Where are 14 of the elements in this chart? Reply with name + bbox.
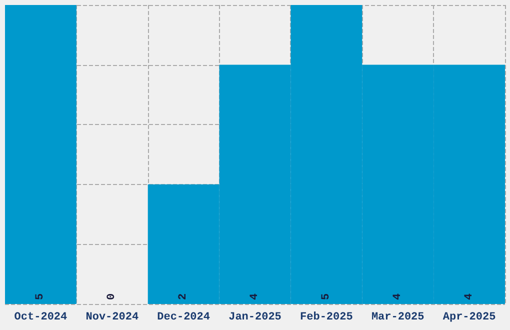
data-label: 0: [106, 293, 118, 300]
x-tick-label: Oct-2024: [14, 312, 68, 324]
data-label: 5: [320, 293, 332, 300]
x-tick-label: Dec-2024: [157, 312, 210, 324]
data-label: 4: [392, 293, 404, 300]
x-tick-label: Apr-2025: [442, 312, 496, 324]
x-tick-label: Feb-2025: [300, 312, 354, 324]
x-tick-label: Mar-2025: [371, 312, 425, 324]
data-label: 4: [249, 293, 261, 300]
data-label: 4: [463, 293, 476, 300]
x-tick-label: Jan-2025: [228, 312, 282, 324]
x-tick-label: Nov-2024: [86, 312, 139, 324]
data-label: 5: [34, 293, 47, 300]
data-label: 2: [178, 293, 190, 300]
